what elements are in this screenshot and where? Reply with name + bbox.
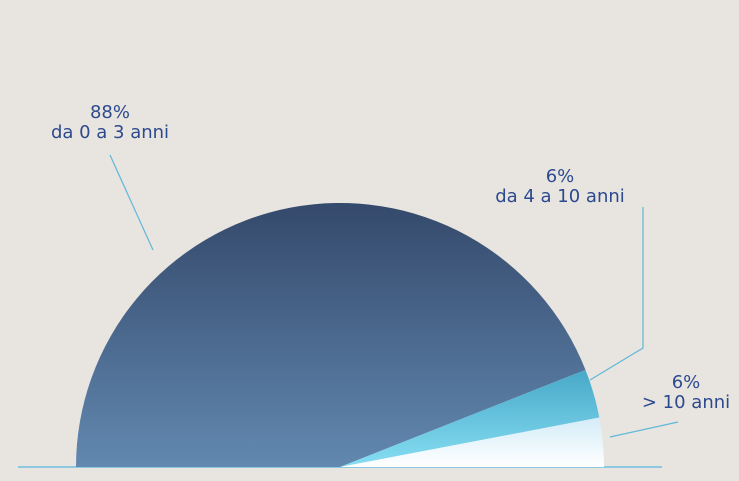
value-label: 88%	[90, 102, 130, 123]
category-label: da 4 a 10 anni	[495, 186, 625, 207]
slice	[340, 417, 604, 467]
slice	[340, 369, 600, 467]
category-label: > 10 anni	[642, 392, 730, 413]
slice	[76, 202, 586, 467]
value-label: 6%	[546, 166, 575, 187]
leader-line	[609, 421, 679, 438]
leader-line	[589, 207, 644, 381]
category-label: da 0 a 3 anni	[51, 122, 169, 143]
value-label: 6%	[672, 372, 701, 393]
leader-line	[109, 154, 154, 251]
